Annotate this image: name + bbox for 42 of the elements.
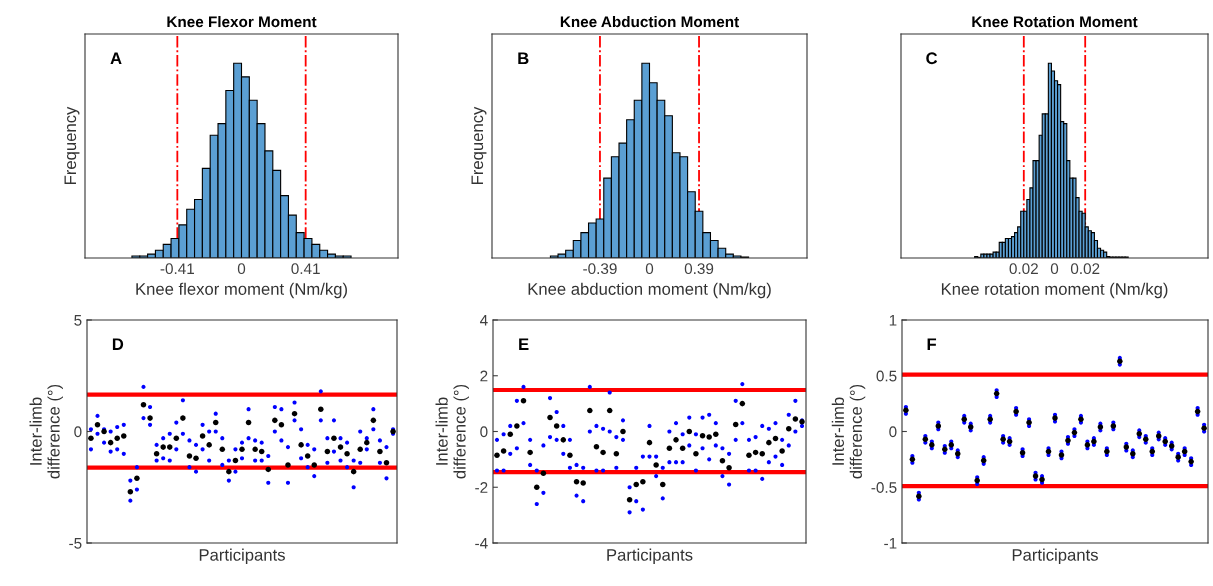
y-tick-label: 2	[480, 370, 488, 382]
y-tick-label: 5	[74, 315, 82, 326]
x-tick-label: 0	[645, 263, 654, 275]
y-axis-title: Inter-limb difference (°)	[29, 384, 63, 479]
x-tick-label: -0.41	[160, 263, 194, 275]
y-tick-label: -1	[884, 538, 897, 549]
y-tick-label: 0	[889, 426, 897, 438]
annotation: F	[927, 338, 937, 350]
annotation: A	[110, 52, 122, 64]
x-axis-title: Knee abduction moment (Nm/kg)	[528, 282, 771, 299]
y-tick-label: -5	[69, 538, 82, 549]
annotation: D	[112, 338, 124, 350]
x-tick-label: 0.39	[684, 263, 714, 275]
x-tick-label: 0.41	[291, 263, 320, 275]
chart-title: Knee Rotation Moment	[972, 15, 1138, 28]
annotation: C	[926, 52, 938, 65]
annotation: E	[519, 338, 529, 350]
x-tick-label: 0.02	[1070, 263, 1100, 275]
x-axis-title: Knee flexor moment (Nm/kg)	[136, 282, 347, 299]
y-tick-label: 0.5	[876, 370, 897, 382]
chart-title: Knee Flexor Moment	[167, 15, 317, 28]
x-tick-label: 0.02	[1009, 263, 1038, 275]
y-axis-title: Frequency	[471, 106, 487, 184]
y-tick-label: 0	[480, 426, 488, 438]
x-tick-label: 0	[237, 263, 246, 275]
x-axis-title: Participants	[1012, 548, 1098, 565]
y-tick-label: 0	[74, 426, 82, 438]
x-tick-label: -0.39	[583, 263, 617, 275]
y-axis-title: Frequency	[64, 106, 80, 184]
y-axis-title: Inter-limb difference (°)	[435, 384, 469, 479]
y-tick-label: 1	[889, 315, 897, 326]
y-tick-label: -2	[475, 482, 488, 493]
y-tick-label: -4	[475, 538, 488, 549]
y-tick-label: 4	[479, 315, 488, 326]
x-axis-title: Participants	[199, 548, 285, 565]
x-tick-label: 0	[1050, 263, 1059, 275]
y-tick-label: -0.5	[871, 482, 897, 493]
x-axis-title: Knee rotation moment (Nm/kg)	[941, 282, 1168, 299]
annotation: B	[518, 52, 529, 64]
chart-title: Knee Abduction Moment	[560, 15, 739, 28]
x-axis-title: Participants	[607, 548, 693, 565]
y-axis-title: Inter-limb difference (°)	[831, 384, 866, 479]
